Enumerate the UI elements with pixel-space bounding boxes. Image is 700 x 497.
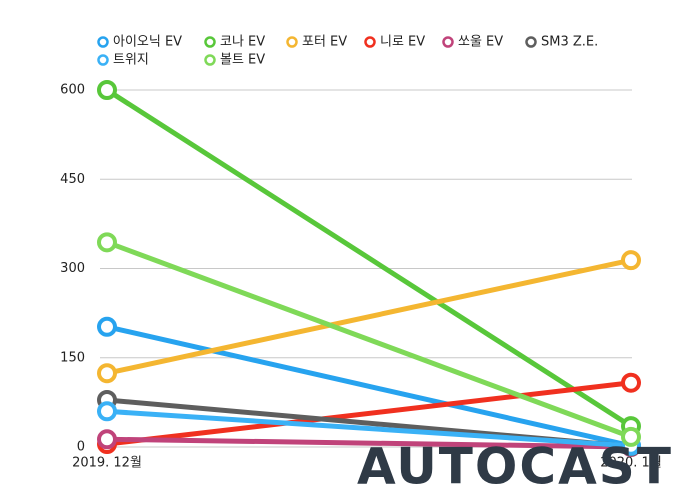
legend-label: 아이오닉 EV [113, 35, 182, 50]
legend-label: 볼트 EV [220, 53, 265, 68]
y-tick-label: 150 [60, 350, 85, 365]
series-line [104, 257, 634, 376]
legend-marker [97, 54, 109, 66]
legend-label: 쏘울 EV [458, 35, 503, 50]
series-line [104, 239, 634, 440]
series-line [104, 408, 634, 449]
point-marker [621, 426, 641, 447]
legend-marker [97, 36, 109, 48]
series-line [104, 324, 634, 449]
legend-marker [204, 54, 216, 66]
legend-marker [442, 36, 454, 48]
legend-label: 니로 EV [380, 35, 425, 50]
point-marker [621, 372, 641, 393]
legend-marker [525, 36, 537, 48]
point-marker [97, 363, 117, 384]
point-marker [97, 232, 117, 253]
legend-label: 트위지 [113, 53, 149, 68]
legend-marker [204, 36, 216, 48]
point-marker [97, 316, 117, 337]
point-marker [97, 80, 117, 100]
legend-label: 코나 EV [220, 35, 265, 50]
legend-marker [364, 36, 376, 48]
point-marker [97, 429, 117, 450]
series-line [104, 380, 634, 447]
legend-label: 포터 EV [302, 35, 347, 50]
series-line [104, 436, 634, 450]
y-tick-label: 450 [60, 172, 85, 187]
watermark: AUTOCAST [357, 438, 673, 496]
y-tick-label: 300 [60, 261, 85, 276]
series-line [104, 87, 634, 429]
point-marker [97, 401, 117, 422]
x-tick-label: 2019. 12월 [72, 456, 142, 471]
y-tick-label: 600 [60, 83, 85, 98]
x-tick-label: 2020. 1월 [600, 456, 662, 471]
y-tick-label: 0 [77, 440, 85, 455]
legend-label: SM3 Z.E. [541, 35, 598, 50]
point-marker [621, 250, 641, 271]
legend-marker [286, 36, 298, 48]
